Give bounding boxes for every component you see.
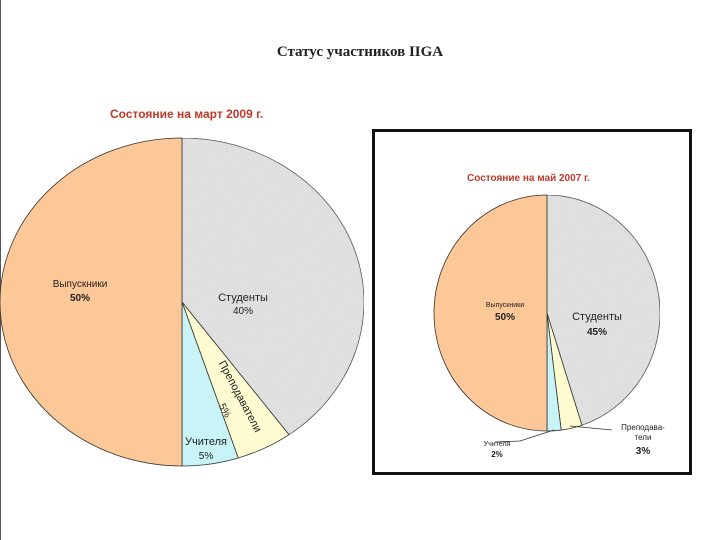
chart1-title: Состояние на март 2009 г. xyxy=(110,107,263,121)
chart2-value-teachers: 2% xyxy=(491,450,503,459)
chart2-leader-lecturers xyxy=(569,425,613,431)
chart1-value-students: 40% xyxy=(233,306,253,317)
chart1-slice-grads xyxy=(0,137,183,467)
chart2-value-lecturers: 3% xyxy=(636,446,651,457)
chart2-frame xyxy=(372,129,692,475)
chart1-label-teachers: Учителя xyxy=(185,436,227,448)
page-title: Статус участников IIGA xyxy=(276,44,444,60)
chart2-slice-students xyxy=(546,194,661,426)
page-left-border xyxy=(0,0,1,540)
chart1-value-teachers: 5% xyxy=(199,451,214,462)
chart2-slice-grads xyxy=(433,194,548,432)
chart1-slice-students xyxy=(181,137,365,436)
chart2-label-lecturers: Преподава-тели xyxy=(621,423,665,442)
chart2-leader-teachers xyxy=(494,429,555,443)
chart2-label-students: Студенты xyxy=(572,311,622,323)
chart1-label-students: Студенты xyxy=(218,292,268,304)
chart1-value-grads: 50% xyxy=(70,293,90,304)
chart2-value-students: 45% xyxy=(587,327,607,338)
chart1-pie xyxy=(0,137,365,467)
chart2-pie xyxy=(433,194,661,432)
chart2-label-grads: Выпускники xyxy=(486,302,524,309)
chart1-label-grads: Выпускники xyxy=(53,279,108,290)
chart2-title: Состояние на май 2007 г. xyxy=(467,173,590,184)
chart2-label-teachers: Учителя xyxy=(484,441,511,448)
chart2-value-grads: 50% xyxy=(495,312,515,323)
